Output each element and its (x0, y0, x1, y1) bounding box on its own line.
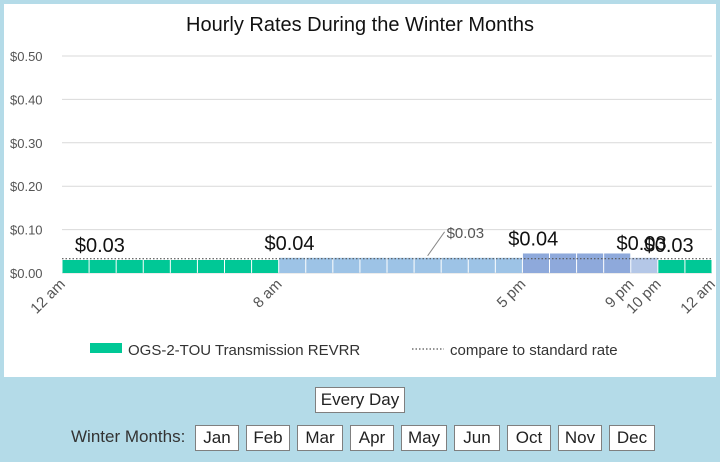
data-label: $0.03 (644, 235, 694, 257)
data-label: $0.04 (508, 228, 558, 250)
bar (143, 259, 170, 273)
bar (631, 257, 658, 273)
legend-swatch (90, 343, 122, 353)
y-tick-label: $0.20 (10, 179, 43, 194)
bar (360, 257, 387, 273)
bar (604, 253, 631, 273)
month-button-feb[interactable]: Feb (246, 425, 290, 451)
month-button-may[interactable]: May (401, 425, 447, 451)
y-tick-label: $0.50 (10, 49, 43, 64)
bar (197, 259, 224, 273)
bar (170, 259, 197, 273)
bar (279, 257, 306, 273)
y-tick-label: $0.10 (10, 223, 43, 238)
month-button-jun[interactable]: Jun (454, 425, 500, 451)
y-tick-label: $0.30 (10, 136, 43, 151)
y-tick-label: $0.40 (10, 92, 43, 107)
bar (62, 259, 89, 273)
bar (252, 259, 279, 273)
controls-panel: Every Day Winter Months: Jan Feb Mar Apr May… (0, 377, 720, 462)
month-button-mar[interactable]: Mar (297, 425, 343, 451)
gridlines (62, 55, 712, 274)
legend-label: OGS-2-TOU Transmission REVRR (128, 342, 360, 359)
data-label: $0.03 (617, 233, 667, 255)
data-label: $0.03 (447, 225, 485, 242)
bar (225, 259, 252, 273)
data-labels: $0.03 $0.04 $0.03 $0.04 $0.03$0.03 (75, 225, 694, 257)
bar (387, 257, 414, 273)
bar (414, 257, 441, 273)
x-tick-label: 8 am (250, 276, 286, 312)
bar (495, 257, 522, 273)
month-button-jan[interactable]: Jan (195, 425, 239, 451)
bar (116, 259, 143, 273)
bar (89, 259, 116, 273)
y-axis: $0.50 $0.40 $0.30 $0.20 $0.10 $0.00 (10, 49, 43, 281)
x-tick-label: 12 am (27, 276, 69, 318)
month-button-apr[interactable]: Apr (350, 425, 394, 451)
x-tick-label: 5 pm (494, 276, 530, 312)
bar (658, 259, 685, 273)
data-label: $0.04 (264, 233, 314, 255)
bar (441, 257, 468, 273)
bars (62, 253, 712, 273)
bar (577, 253, 604, 273)
data-label: $0.03 (75, 235, 125, 257)
x-tick-label: 12 am (677, 276, 716, 318)
y-tick-label: $0.00 (10, 266, 43, 281)
bar (468, 257, 495, 273)
month-button-nov[interactable]: Nov (558, 425, 602, 451)
legend-label: compare to standard rate (450, 342, 618, 359)
chart-panel: Hourly Rates During the Winter Months $0… (4, 4, 716, 377)
bar (685, 259, 712, 273)
every-day-button[interactable]: Every Day (315, 387, 405, 413)
bar (550, 253, 577, 273)
month-button-dec[interactable]: Dec (609, 425, 655, 451)
bar (333, 257, 360, 273)
rate-chart: Hourly Rates During the Winter Months $0… (10, 14, 716, 359)
winter-months-label: Winter Months: (71, 427, 186, 446)
month-button-oct[interactable]: Oct (507, 425, 551, 451)
chart-title: Hourly Rates During the Winter Months (186, 14, 534, 36)
legend: OGS-2-TOU Transmission REVRR compare to s… (90, 342, 618, 359)
data-label-leader (427, 231, 445, 257)
bar (306, 257, 333, 273)
bar (522, 253, 549, 273)
